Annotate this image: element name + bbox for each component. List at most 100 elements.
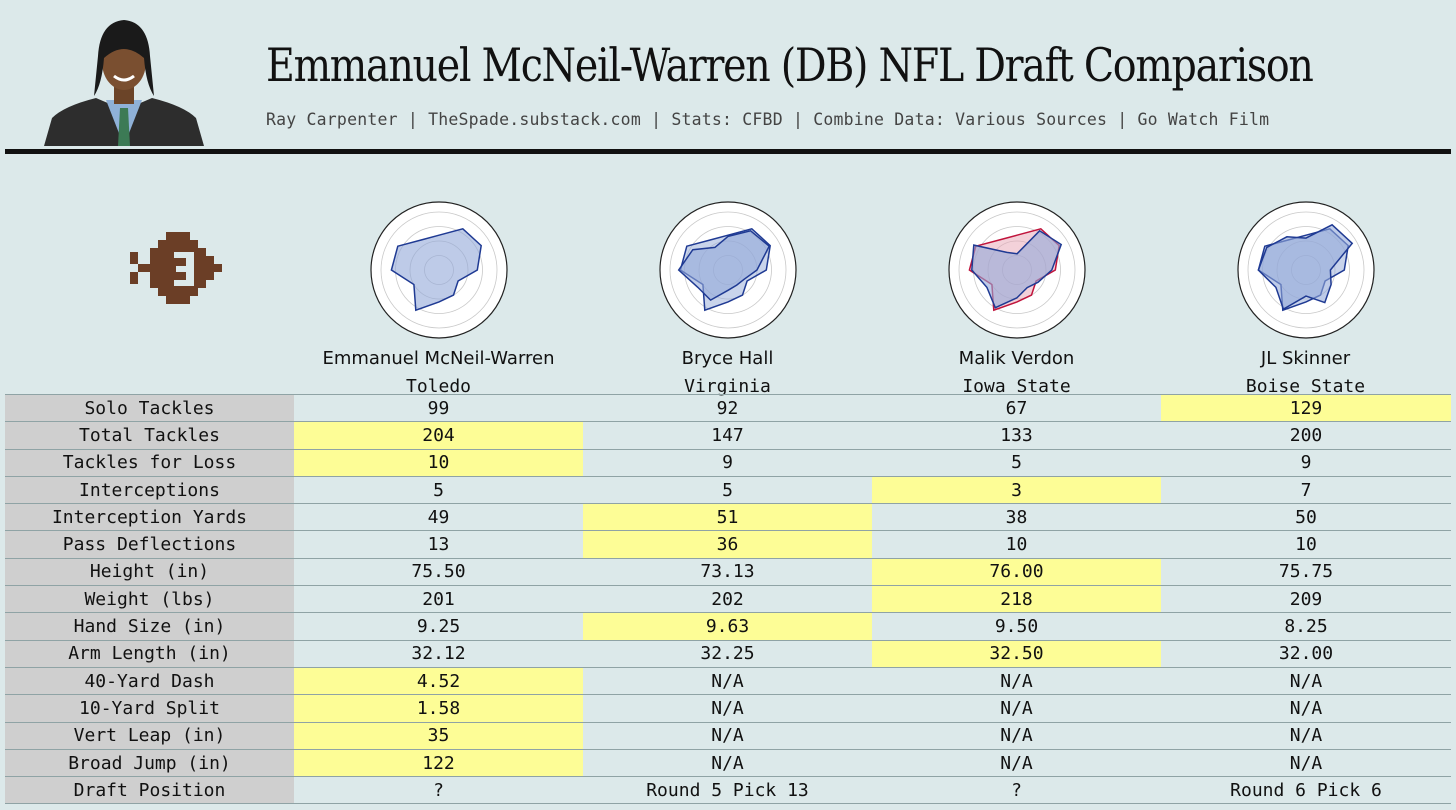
- table-cell: 51: [583, 503, 872, 531]
- row-label: Height (in): [5, 557, 294, 586]
- row-label: Broad Jump (in): [5, 748, 294, 777]
- table-cell: 99: [294, 393, 583, 422]
- player-column: JL Skinner Boise State: [1161, 198, 1450, 397]
- table-cell: N/A: [872, 694, 1161, 723]
- page-title: Emmanuel McNeil-Warren (DB) NFL Draft Co…: [266, 38, 1314, 92]
- table-cell: 133: [872, 421, 1161, 450]
- table-row: Hand Size (in) 9.25 9.63 9.50 8.25: [5, 612, 1451, 641]
- spade-logo: [130, 232, 222, 304]
- radar-series-polygon: [677, 229, 770, 302]
- radar-chart: [658, 201, 797, 339]
- player-school: Iowa State: [962, 376, 1071, 397]
- row-label: Pass Deflections: [5, 530, 294, 559]
- table-cell: 76.00: [872, 557, 1161, 586]
- table-cell: 32.25: [583, 639, 872, 668]
- table-cell: N/A: [583, 694, 872, 723]
- table-cell: 3: [872, 475, 1161, 504]
- table-cell: 35: [294, 721, 583, 750]
- player-photo: [44, 20, 204, 146]
- table-cell: N/A: [1161, 748, 1451, 777]
- table-cell: 147: [583, 421, 872, 450]
- table-cell: 218: [872, 585, 1161, 613]
- table-cell: 209: [1161, 585, 1451, 613]
- player-column: Bryce Hall Virginia: [583, 198, 872, 397]
- table-cell: 50: [1161, 503, 1451, 531]
- table-cell: 9: [1161, 448, 1451, 477]
- table-cell: 1.58: [294, 694, 583, 723]
- table-cell: Round 5 Pick 13: [583, 776, 872, 805]
- row-label: Draft Position: [5, 776, 294, 805]
- table-cell: 92: [583, 393, 872, 422]
- table-cell: 9.50: [872, 612, 1161, 641]
- table-row: Interception Yards 49 51 38 50: [5, 503, 1451, 531]
- table-cell: 204: [294, 421, 583, 450]
- table-cell: ?: [294, 776, 583, 805]
- header-divider: [5, 149, 1451, 154]
- stats-table: Solo Tackles 99 92 67 129 Total Tackles 204 147…: [5, 393, 1451, 805]
- row-label: Weight (lbs): [5, 585, 294, 613]
- radar-series-polygon: [390, 227, 482, 312]
- player-school: Virginia: [684, 376, 771, 397]
- table-row: Total Tackles 204 147 133 200: [5, 421, 1451, 450]
- row-label: Tackles for Loss: [5, 448, 294, 477]
- table-cell: 10: [294, 448, 583, 477]
- row-label: Arm Length (in): [5, 639, 294, 668]
- table-cell: Round 6 Pick 6: [1161, 776, 1451, 805]
- table-cell: N/A: [583, 666, 872, 695]
- radar-grid-ring: [380, 211, 497, 329]
- player-school: Boise State: [1245, 376, 1366, 397]
- radar-chart: [947, 201, 1086, 339]
- radar-series-polygon: [970, 229, 1062, 309]
- player-name: Emmanuel McNeil-Warren: [322, 348, 555, 369]
- table-row: Broad Jump (in) 122 N/A N/A N/A: [5, 748, 1451, 777]
- table-row: Pass Deflections 13 36 10 10: [5, 530, 1451, 559]
- page-subtitle: Ray Carpenter | TheSpade.substack.com | …: [266, 110, 1270, 129]
- table-cell: 8.25: [1161, 612, 1451, 641]
- table-cell: 10: [872, 530, 1161, 559]
- row-label: 10-Yard Split: [5, 694, 294, 723]
- table-cell: 75.50: [294, 557, 583, 586]
- table-row: Draft Position? Round 5 Pick 13? Round 6 P…: [5, 776, 1451, 805]
- table-cell: ?: [872, 776, 1161, 805]
- table-row: Interceptions 5 5 3 7: [5, 475, 1451, 504]
- player-name: Bryce Hall: [681, 348, 774, 369]
- radar-grid-ring: [1247, 211, 1364, 329]
- table-cell: 122: [294, 748, 583, 777]
- table-row: Height (in) 75.50 73.13 76.00 75.75: [5, 557, 1451, 586]
- row-label: Interceptions: [5, 475, 294, 504]
- row-label: 40-Yard Dash: [5, 666, 294, 695]
- player-name: JL Skinner: [1260, 348, 1351, 369]
- table-cell: 67: [872, 393, 1161, 422]
- table-cell: N/A: [872, 666, 1161, 695]
- table-cell: N/A: [583, 748, 872, 777]
- player-name: Malik Verdon: [958, 348, 1075, 369]
- table-cell: 36: [583, 530, 872, 559]
- table-row: Arm Length (in) 32.12 32.25 32.50 32.00: [5, 639, 1451, 668]
- radar-series-polygon: [1257, 223, 1353, 311]
- row-label: Vert Leap (in): [5, 721, 294, 750]
- table-cell: 5: [872, 448, 1161, 477]
- table-cell: N/A: [1161, 694, 1451, 723]
- table-cell: N/A: [583, 721, 872, 750]
- table-cell: 7: [1161, 475, 1451, 504]
- table-row: Weight (lbs) 201 202 218 209: [5, 585, 1451, 613]
- table-row: Vert Leap (in) 35 N/A N/A N/A: [5, 721, 1451, 750]
- table-row: 40-Yard Dash 4.52 N/A N/A N/A: [5, 666, 1451, 695]
- table-cell: 9.63: [583, 612, 872, 641]
- table-cell: 129: [1161, 393, 1451, 422]
- radar-chart: [369, 201, 508, 339]
- row-label: Interception Yards: [5, 503, 294, 531]
- player-column: Malik Verdon Iowa State: [872, 198, 1161, 397]
- row-label: Total Tackles: [5, 421, 294, 450]
- player-school: Toledo: [405, 376, 472, 397]
- table-cell: 10: [1161, 530, 1451, 559]
- table-cell: 32.50: [872, 639, 1161, 668]
- table-cell: 201: [294, 585, 583, 613]
- table-row: Solo Tackles 99 92 67 129: [5, 393, 1451, 422]
- table-cell: 13: [294, 530, 583, 559]
- radar-grid-ring: [669, 211, 786, 329]
- table-cell: 75.75: [1161, 557, 1451, 586]
- table-cell: 202: [583, 585, 872, 613]
- table-cell: 5: [583, 475, 872, 504]
- table-cell: 9: [583, 448, 872, 477]
